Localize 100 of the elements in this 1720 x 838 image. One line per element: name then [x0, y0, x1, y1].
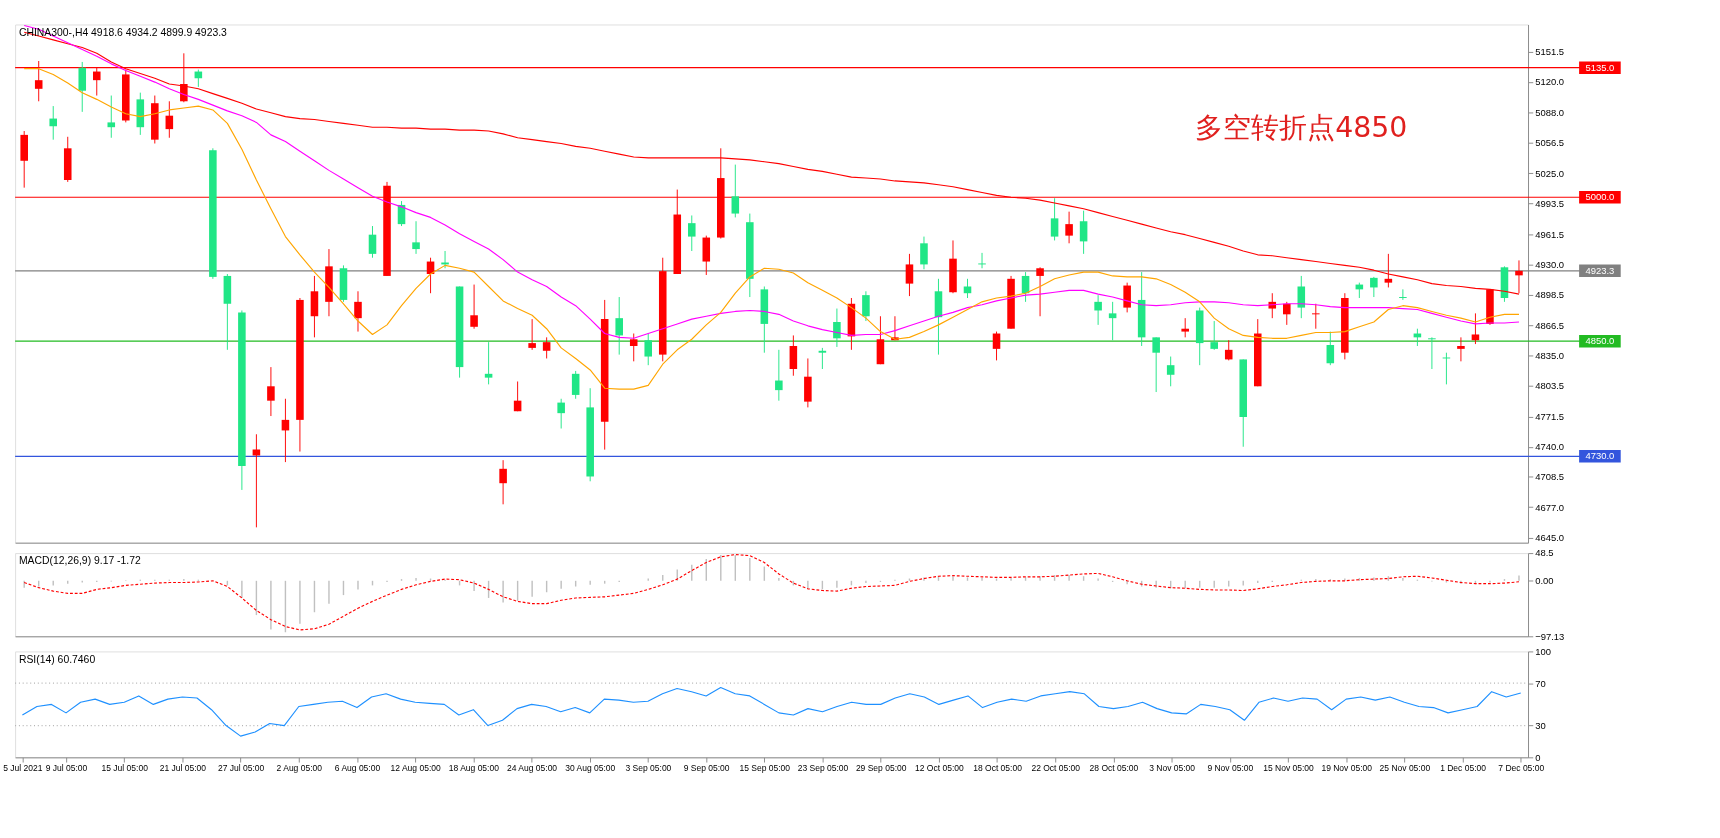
- y-tick-label: 4677.0: [1535, 501, 1565, 513]
- x-tick-label: 29 Sep 05:00: [855, 763, 907, 774]
- candlestick: [484, 341, 493, 385]
- y-tick-label: 30: [1535, 719, 1546, 731]
- candlestick: [1312, 303, 1320, 330]
- y-tick-label: 5120.0: [1535, 76, 1565, 88]
- line-series: [21, 686, 1522, 737]
- candlestick: [833, 308, 841, 348]
- ref-line-label: 4730.0: [1585, 450, 1615, 462]
- candlestick: [629, 333, 638, 362]
- y-tick-label: 4708.5: [1535, 471, 1565, 483]
- ref-line-label: 4850.0: [1585, 335, 1615, 347]
- y-tick-label: 0.00: [1535, 575, 1554, 587]
- x-tick-label: 5 Jul 2021: [3, 763, 43, 774]
- x-tick-label: 7 Dec 05:00: [1498, 763, 1545, 774]
- y-tick-label: 4740.0: [1535, 441, 1565, 453]
- x-tick-label: 15 Sep 05:00: [739, 763, 791, 774]
- y-tick-label: 4961.5: [1535, 228, 1565, 240]
- y-tick-label: 4835.0: [1535, 349, 1565, 361]
- x-tick-label: 30 Aug 05:00: [565, 763, 616, 774]
- x-tick-label: 9 Jul 05:00: [45, 763, 88, 774]
- candlestick: [1079, 210, 1088, 255]
- candlestick: [1094, 294, 1102, 326]
- chart-title: MACD(12,26,9) 9.17 -1.72: [18, 555, 141, 567]
- candlestick: [1326, 331, 1335, 366]
- x-tick-label: 12 Oct 05:00: [915, 763, 964, 774]
- candlestick: [267, 366, 275, 417]
- candlestick: [978, 252, 986, 269]
- x-tick-label: 27 Jul 05:00: [217, 763, 265, 774]
- y-tick-label: 5025.0: [1535, 167, 1565, 179]
- candlestick: [615, 296, 623, 356]
- x-tick-label: 22 Oct 05:00: [1031, 763, 1081, 774]
- ref-line-label: 4923.3: [1585, 264, 1615, 276]
- x-tick-label: 12 Aug 05:00: [390, 763, 441, 774]
- candlestick: [1428, 336, 1436, 370]
- candlestick: [775, 349, 783, 402]
- candlestick: [789, 334, 798, 377]
- candlestick: [1050, 197, 1059, 241]
- x-tick-label: 25 Nov 05:00: [1379, 763, 1431, 774]
- candlestick: [412, 220, 420, 255]
- candlestick: [1108, 301, 1117, 341]
- y-tick-label: 48.5: [1535, 547, 1554, 559]
- y-tick-label: 4898.5: [1535, 288, 1565, 300]
- candlestick: [920, 236, 928, 270]
- candlestick: [1471, 312, 1480, 345]
- candlestick: [1152, 336, 1160, 393]
- candlestick: [354, 290, 362, 333]
- candlestick: [992, 331, 1001, 361]
- candlestick: [963, 278, 972, 299]
- candlestick: [1065, 211, 1073, 244]
- x-tick-label: 18 Oct 05:00: [973, 763, 1023, 774]
- x-tick-label: 15 Jul 05:00: [101, 763, 149, 774]
- x-tick-label: 28 Oct 05:00: [1089, 763, 1139, 774]
- candlestick: [1297, 275, 1306, 319]
- candlestick: [644, 333, 653, 366]
- candlestick: [1224, 339, 1233, 361]
- candlestick: [818, 347, 827, 370]
- x-tick-label: 21 Jul 05:00: [159, 763, 207, 774]
- candlestick: [905, 253, 914, 297]
- y-tick-label: 4930.0: [1535, 258, 1565, 270]
- x-tick-label: 9 Sep 05:00: [683, 763, 730, 774]
- y-tick-label: 4866.5: [1535, 319, 1565, 331]
- annotation: 多空转折点4850: [1195, 111, 1408, 145]
- candlestick: [731, 164, 740, 218]
- candlestick: [499, 459, 507, 505]
- candlestick: [78, 61, 87, 113]
- x-tick-label: 6 Aug 05:00: [334, 763, 381, 774]
- x-tick-label: 2 Aug 05:00: [276, 763, 323, 774]
- y-tick-label: −97.13: [1535, 630, 1565, 642]
- candlestick: [1457, 336, 1465, 362]
- ref-line-label: 5000.0: [1585, 191, 1615, 203]
- candlestick: [571, 370, 580, 400]
- candlestick: [49, 105, 58, 141]
- candlestick: [1181, 317, 1189, 338]
- candlestick: [107, 95, 116, 139]
- candlestick: [368, 225, 377, 259]
- x-tick-label: 23 Sep 05:00: [797, 763, 849, 774]
- candlestick: [1036, 266, 1044, 317]
- candlestick: [1210, 320, 1218, 351]
- candlestick: [1283, 301, 1291, 326]
- y-tick-label: 100: [1535, 645, 1551, 657]
- candlestick: [1399, 288, 1407, 301]
- candlestick: [1166, 356, 1175, 387]
- x-tick-label: 18 Aug 05:00: [448, 763, 500, 774]
- ref-line-label: 5135.0: [1585, 61, 1615, 73]
- y-tick-label: 5056.5: [1535, 137, 1565, 149]
- y-tick-label: 4993.5: [1535, 197, 1565, 209]
- y-tick-label: 4771.5: [1535, 410, 1565, 422]
- candlestick: [862, 290, 870, 322]
- y-tick-label: 5151.5: [1535, 46, 1565, 58]
- x-tick-label: 3 Sep 05:00: [625, 763, 672, 774]
- x-tick-label: 1 Dec 05:00: [1440, 763, 1487, 774]
- y-tick-label: 70: [1535, 677, 1546, 689]
- candlestick: [470, 284, 478, 330]
- y-tick-label: 5088.0: [1535, 107, 1565, 119]
- candlestick: [1123, 282, 1131, 313]
- line-series: [23, 68, 1520, 390]
- x-tick-label: 24 Aug 05:00: [506, 763, 558, 774]
- candlestick: [687, 215, 696, 252]
- candlestick: [557, 398, 565, 429]
